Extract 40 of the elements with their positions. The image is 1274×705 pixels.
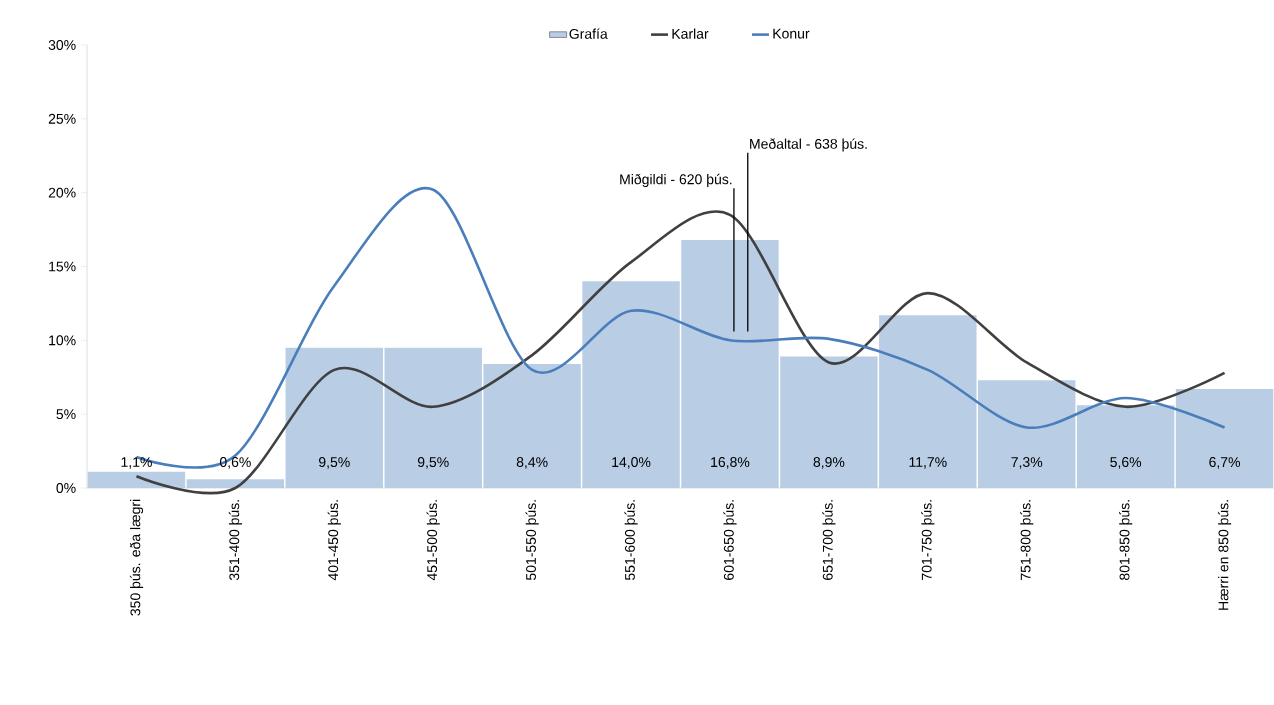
x-tick-label: 501-550 þús.	[525, 500, 539, 581]
x-tick-label: 801-850 þús.	[1119, 500, 1133, 580]
data-label: 1,1%	[121, 457, 152, 469]
y-tick-label: 20%	[48, 187, 76, 198]
x-tick-label: 601-650 þús.	[723, 500, 737, 580]
data-label: 9,5%	[319, 457, 350, 469]
x-tick-label: 651-700 þús.	[822, 500, 836, 580]
data-label: 16,8%	[711, 457, 750, 469]
x-tick-label: 751-800 þús.	[1020, 500, 1034, 580]
y-tick-label: 15%	[49, 261, 76, 272]
data-label: 9,5%	[417, 457, 449, 469]
x-tick-label: 551-600 þús.	[624, 500, 638, 581]
x-tick-label: 401-450 þús.	[327, 500, 341, 581]
data-label: 5,6%	[1110, 457, 1142, 469]
y-tick-label: 30%	[48, 40, 76, 50]
bar	[1076, 405, 1175, 488]
x-tick-label: 350 þús. eða lægri	[129, 499, 144, 616]
x-tick-label: Hærri en 850 þús.	[1217, 500, 1232, 610]
annotation: Meðaltal - 638 þús.	[750, 138, 867, 152]
legend-label: Karlar	[672, 28, 709, 39]
bar	[186, 479, 285, 488]
legend-label: Grafía	[569, 28, 608, 39]
bar	[87, 471, 186, 488]
data-label: 14,0%	[612, 457, 651, 469]
legend-label: Konur	[773, 28, 810, 39]
data-label: 11,7%	[909, 457, 947, 469]
data-label: 8,9%	[813, 457, 845, 469]
data-label: 7,3%	[1011, 457, 1043, 469]
data-label: 0,6%	[219, 457, 251, 469]
y-tick-label: 10%	[49, 335, 76, 346]
annotation: Miðgildi - 620 þús.	[620, 173, 732, 188]
x-tick-label: 701-750 þús.	[921, 500, 935, 580]
x-tick-label: 351-400 þús.	[228, 500, 242, 581]
y-tick-label: 5%	[56, 409, 76, 420]
y-tick-label: 25%	[48, 113, 76, 124]
data-label: 6,7%	[1209, 457, 1241, 469]
data-label: 8,4%	[516, 457, 548, 469]
bar	[1175, 389, 1274, 488]
x-tick-label: 451-500 þús.	[426, 500, 440, 581]
y-tick-label: 0%	[56, 483, 76, 493]
